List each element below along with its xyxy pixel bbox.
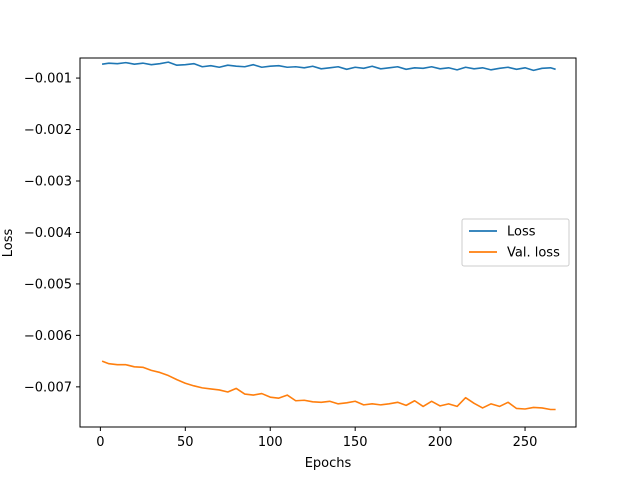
- y-tick-label: −0.002: [24, 123, 72, 138]
- series-line-loss: [101, 61, 556, 72]
- y-axis: −0.001 −0.002 −0.003 −0.004 −0.005 −0.006 −0.0…: [24, 72, 80, 395]
- x-axis-title: Epochs: [305, 456, 352, 471]
- y-tick-label: −0.001: [24, 72, 72, 87]
- plot-frame: [79, 57, 577, 428]
- x-tick-label: 0: [96, 435, 104, 450]
- x-tick-label: 100: [258, 435, 283, 450]
- x-tick-label: 150: [343, 435, 368, 450]
- y-axis-title: Loss: [1, 229, 16, 258]
- x-axis: 0 50 100 150 200 250: [96, 427, 537, 450]
- y-tick-label: −0.003: [24, 175, 72, 190]
- legend-label: Loss: [507, 225, 536, 240]
- legend-label: Val. loss: [507, 246, 560, 261]
- plot-lines: [101, 61, 556, 411]
- x-tick-label: 200: [428, 435, 453, 450]
- y-tick-label: −0.005: [24, 277, 72, 292]
- y-tick-label: −0.007: [24, 380, 72, 395]
- x-tick-label: 250: [513, 435, 538, 450]
- legend: Loss Val. loss: [461, 218, 570, 267]
- x-tick-label: 50: [177, 435, 194, 450]
- series-line-val-loss: [101, 360, 556, 411]
- y-tick-label: −0.004: [24, 226, 72, 241]
- y-tick-label: −0.006: [24, 329, 72, 344]
